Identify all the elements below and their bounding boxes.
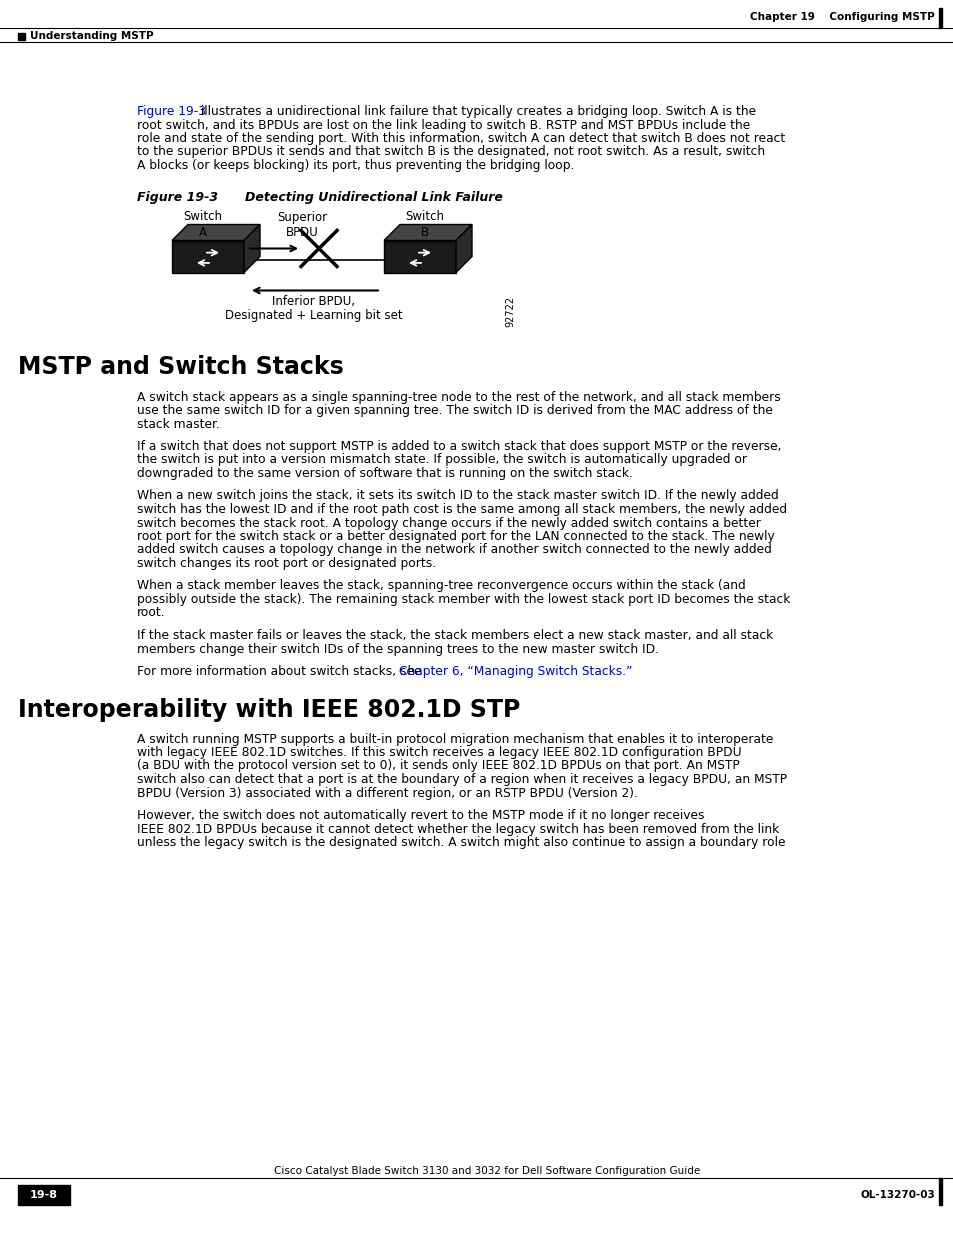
Polygon shape [456, 225, 472, 273]
Text: role and state of the sending port. With this information, switch A can detect t: role and state of the sending port. With… [137, 132, 784, 144]
Text: switch also can detect that a port is at the boundary of a region when it receiv: switch also can detect that a port is at… [137, 773, 786, 785]
Bar [18, 33, 25, 40]
Text: unless the legacy switch is the designated switch. A switch might also continue : unless the legacy switch is the designat… [137, 836, 784, 848]
Polygon shape [384, 241, 456, 273]
Text: Switch
A: Switch A [183, 210, 222, 238]
Text: Understanding MSTP: Understanding MSTP [30, 31, 153, 41]
Polygon shape [172, 225, 260, 241]
Text: Superior
BPDU: Superior BPDU [276, 210, 327, 238]
Text: switch has the lowest ID and if the root path cost is the same among all stack m: switch has the lowest ID and if the root… [137, 503, 786, 516]
Text: When a stack member leaves the stack, spanning-tree reconvergence occurs within : When a stack member leaves the stack, sp… [137, 579, 745, 593]
Text: added switch causes a topology change in the network if another switch connected: added switch causes a topology change in… [137, 543, 771, 557]
Text: If a switch that does not support MSTP is added to a switch stack that does supp: If a switch that does not support MSTP i… [137, 440, 781, 453]
Text: stack master.: stack master. [137, 417, 219, 431]
Text: use the same switch ID for a given spanning tree. The switch ID is derived from : use the same switch ID for a given spann… [137, 404, 772, 417]
Text: Chapter 6, “Managing Switch Stacks.”: Chapter 6, “Managing Switch Stacks.” [398, 664, 632, 678]
Text: A switch running MSTP supports a built-in protocol migration mechanism that enab: A switch running MSTP supports a built-i… [137, 732, 773, 746]
Text: root switch, and its BPDUs are lost on the link leading to switch B. RSTP and MS: root switch, and its BPDUs are lost on t… [137, 119, 749, 131]
Text: Figure 19-3: Figure 19-3 [137, 190, 218, 204]
Text: However, the switch does not automatically revert to the MSTP mode if it no long: However, the switch does not automatical… [137, 809, 703, 823]
Text: with legacy IEEE 802.1D switches. If this switch receives a legacy IEEE 802.1D c: with legacy IEEE 802.1D switches. If thi… [137, 746, 740, 760]
Text: BPDU (Version 3) associated with a different region, or an RSTP BPDU (Version 2): BPDU (Version 3) associated with a diffe… [137, 787, 638, 799]
Text: switch becomes the stack root. A topology change occurs if the newly added switc: switch becomes the stack root. A topolog… [137, 516, 760, 530]
Polygon shape [384, 225, 472, 241]
Text: Interoperability with IEEE 802.1D STP: Interoperability with IEEE 802.1D STP [18, 698, 519, 721]
Text: (a BDU with the protocol version set to 0), it sends only IEEE 802.1D BPDUs on t: (a BDU with the protocol version set to … [137, 760, 739, 773]
Polygon shape [172, 241, 244, 273]
Text: A switch stack appears as a single spanning-tree node to the rest of the network: A switch stack appears as a single spann… [137, 390, 780, 404]
Text: illustrates a unidirectional link failure that typically creates a bridging loop: illustrates a unidirectional link failur… [196, 105, 756, 119]
Text: members change their switch IDs of the spanning trees to the new master switch I: members change their switch IDs of the s… [137, 642, 659, 656]
Text: IEEE 802.1D BPDUs because it cannot detect whether the legacy switch has been re: IEEE 802.1D BPDUs because it cannot dete… [137, 823, 779, 836]
Text: When a new switch joins the stack, it sets its switch ID to the stack master swi: When a new switch joins the stack, it se… [137, 489, 778, 503]
Bar [938, 7, 941, 28]
Text: switch changes its root port or designated ports.: switch changes its root port or designat… [137, 557, 436, 571]
Text: Switch
B: Switch B [405, 210, 444, 238]
Text: If the stack master fails or leaves the stack, the stack members elect a new sta: If the stack master fails or leaves the … [137, 629, 773, 642]
Text: root.: root. [137, 606, 166, 620]
Text: Designated + Learning bit set: Designated + Learning bit set [225, 309, 402, 321]
Bar [18, 1186, 70, 1205]
Text: Chapter 19    Configuring MSTP: Chapter 19 Configuring MSTP [749, 12, 934, 22]
Text: A blocks (or keeps blocking) its port, thus preventing the bridging loop.: A blocks (or keeps blocking) its port, t… [137, 159, 574, 172]
Polygon shape [244, 225, 260, 273]
Text: downgraded to the same version of software that is running on the switch stack.: downgraded to the same version of softwa… [137, 467, 632, 480]
Text: OL-13270-03: OL-13270-03 [860, 1191, 934, 1200]
Text: possibly outside the stack). The remaining stack member with the lowest stack po: possibly outside the stack). The remaini… [137, 593, 789, 606]
Text: 92722: 92722 [504, 295, 515, 326]
Text: Inferior BPDU,: Inferior BPDU, [273, 295, 355, 309]
Text: 19-8: 19-8 [30, 1191, 58, 1200]
Bar [938, 1178, 941, 1205]
Text: to the superior BPDUs it sends and that switch B is the designated, not root swi: to the superior BPDUs it sends and that … [137, 146, 764, 158]
Text: For more information about switch stacks, see: For more information about switch stacks… [137, 664, 425, 678]
Text: root port for the switch stack or a better designated port for the LAN connected: root port for the switch stack or a bett… [137, 530, 774, 543]
Text: MSTP and Switch Stacks: MSTP and Switch Stacks [18, 356, 343, 379]
Text: the switch is put into a version mismatch state. If possible, the switch is auto: the switch is put into a version mismatc… [137, 453, 746, 467]
Text: Cisco Catalyst Blade Switch 3130 and 3032 for Dell Software Configuration Guide: Cisco Catalyst Blade Switch 3130 and 303… [274, 1166, 700, 1176]
Text: Figure 19-3: Figure 19-3 [137, 105, 206, 119]
Text: Detecting Unidirectional Link Failure: Detecting Unidirectional Link Failure [245, 190, 502, 204]
